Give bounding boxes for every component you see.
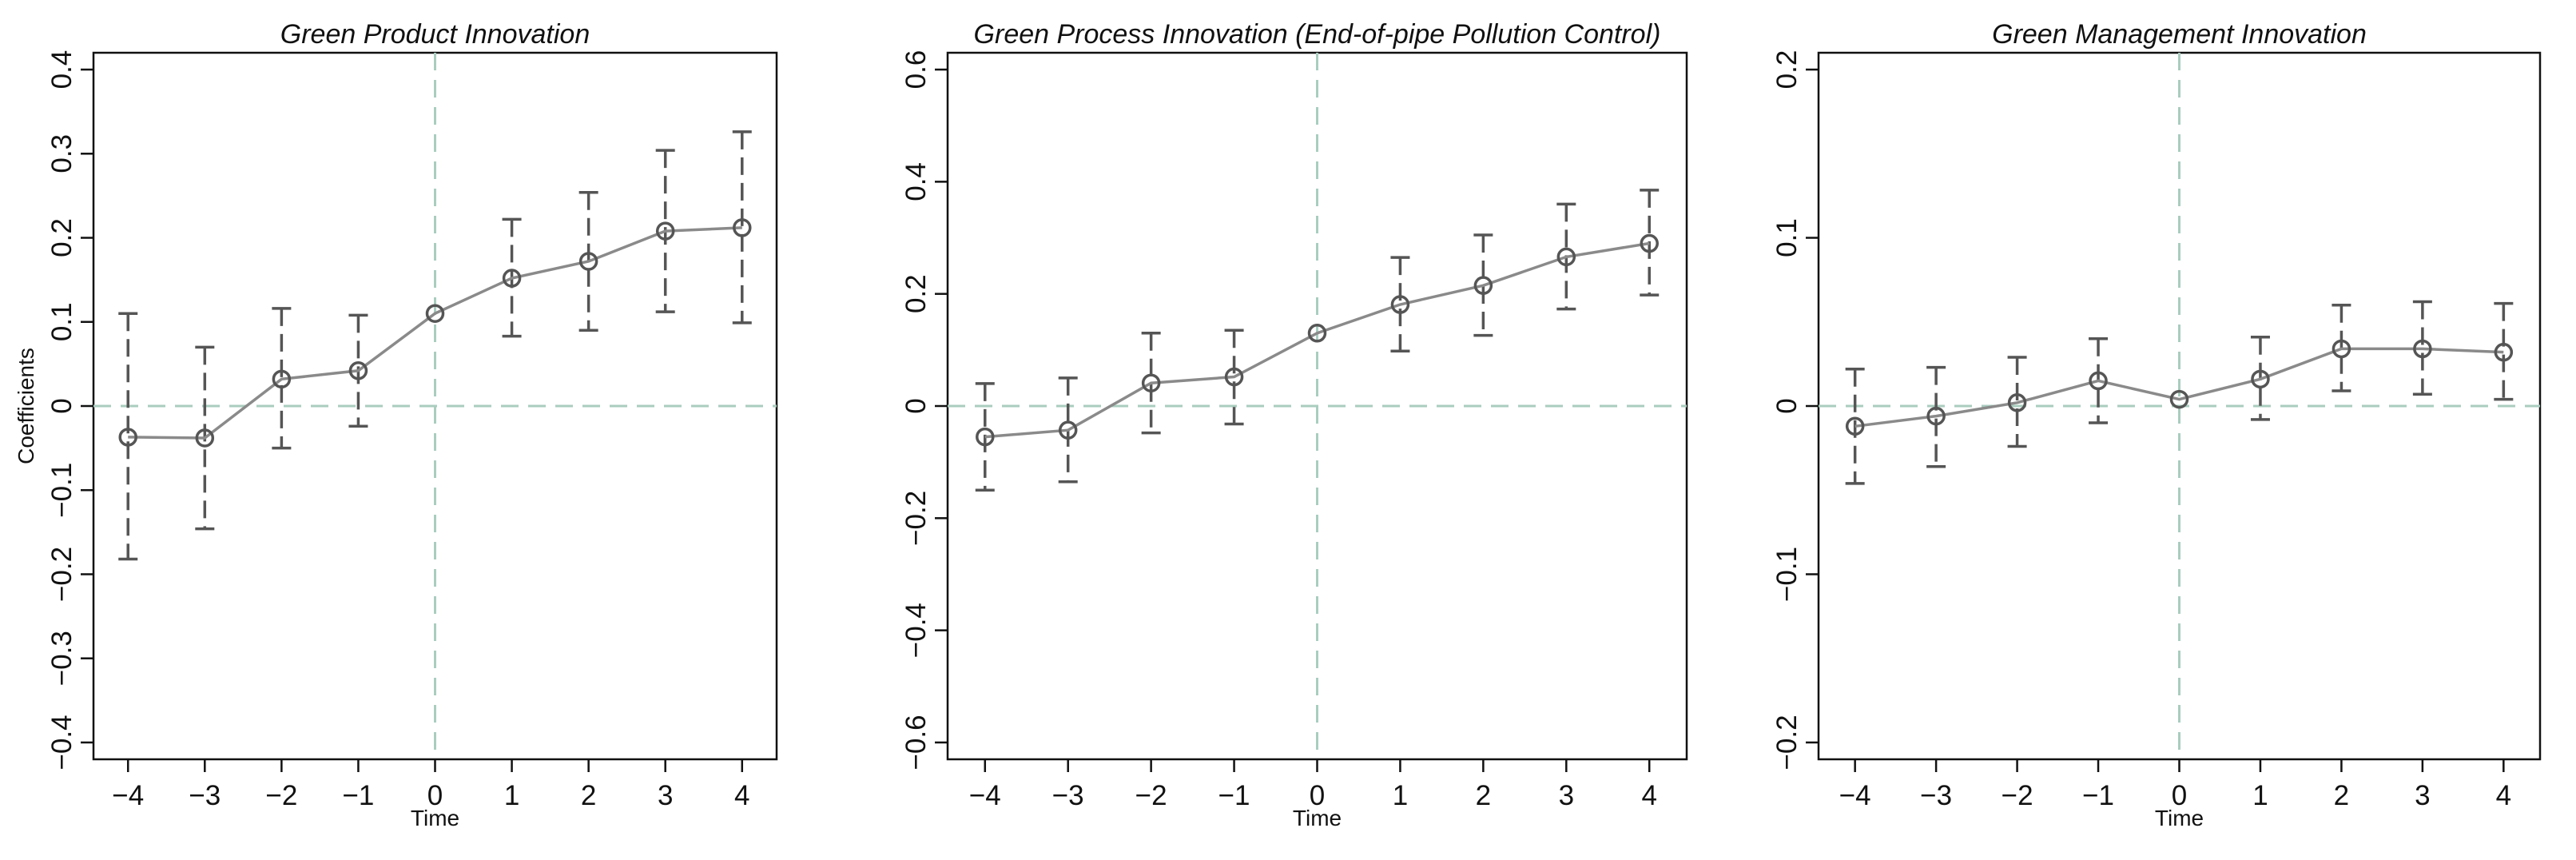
y-tick-label: 0.3 <box>46 134 78 173</box>
x-tick-label: 0 <box>427 780 443 811</box>
x-tick-label: −1 <box>1218 780 1250 811</box>
x-tick-label: −4 <box>112 780 144 811</box>
x-tick-label: −2 <box>1135 780 1167 811</box>
y-tick-label: 0.4 <box>46 50 78 90</box>
coefficient-line <box>128 226 742 440</box>
coefficient-point <box>733 218 752 237</box>
y-tick-label: 0.2 <box>1771 50 1803 90</box>
coefficient-point <box>1141 373 1161 392</box>
x-tick-label: 2 <box>581 780 596 811</box>
y-tick-label: −0.1 <box>46 463 78 518</box>
coefficient-point <box>578 252 598 271</box>
x-tick-label: 3 <box>1559 780 1574 811</box>
y-tick-label: 0.1 <box>46 302 78 341</box>
x-tick-label: 4 <box>734 780 749 811</box>
coefficient-point <box>2169 389 2189 409</box>
y-tick-label: −0.2 <box>1771 715 1803 770</box>
coefficient-point <box>348 361 368 380</box>
coefficient-point <box>1058 420 1078 440</box>
coefficient-point <box>2007 393 2027 412</box>
y-tick-label: 0.1 <box>1771 218 1803 257</box>
x-axis-label: Time <box>1293 806 1342 830</box>
coefficient-point <box>1224 367 1244 387</box>
y-tick-label: −0.2 <box>46 547 78 602</box>
x-tick-label: 0 <box>1310 780 1325 811</box>
y-tick-label: 0.2 <box>46 218 78 257</box>
chart-title: Green Product Innovation <box>280 19 590 50</box>
y-tick-label: 0 <box>46 398 78 413</box>
x-tick-label: 3 <box>2415 780 2430 811</box>
y-tick-label: −0.4 <box>46 715 78 770</box>
chart-title: Green Process Innovation (End-of-pipe Po… <box>974 19 1661 50</box>
coefficient-point <box>1926 406 1946 426</box>
panel-green-product-innovation: Green Product Innovation −4 −3 −2 −1 0 1 2 3 4 Tim… <box>14 19 778 830</box>
y-tick-label: −0.3 <box>46 631 78 686</box>
x-tick-label: −4 <box>1839 780 1871 811</box>
x-tick-label: −1 <box>342 780 374 811</box>
x-tick-label: 4 <box>2496 780 2511 811</box>
coefficient-point <box>2494 342 2514 362</box>
coefficient-point <box>1473 276 1493 295</box>
coefficient-point <box>425 304 445 323</box>
x-axis-label: Time <box>411 806 459 830</box>
x-tick-label: −3 <box>1052 780 1084 811</box>
coefficient-point <box>1640 233 1659 253</box>
x-tick-label: 3 <box>658 780 673 811</box>
coefficient-point <box>1307 324 1327 343</box>
coefficient-point <box>2251 369 2270 389</box>
coefficient-line <box>1854 347 2504 428</box>
x-tick-label: −3 <box>189 780 221 811</box>
x-tick-label: 1 <box>504 780 519 811</box>
chart-title: Green Management Innovation <box>1992 19 2367 50</box>
coefficient-point <box>118 428 137 447</box>
coefficient-point <box>2089 371 2108 391</box>
coefficient-point <box>1845 416 1865 436</box>
x-axis-label: Time <box>2155 806 2204 830</box>
y-tick-label: −0.1 <box>1771 547 1803 602</box>
coefficient-point <box>1556 247 1576 267</box>
x-tick-label: −4 <box>969 780 1001 811</box>
y-tick-label: −0.4 <box>900 603 932 658</box>
y-tick-label: −0.6 <box>900 715 932 770</box>
x-tick-label: 1 <box>2252 780 2268 811</box>
coefficient-point <box>1390 295 1410 314</box>
y-tick-label: 0 <box>1771 398 1803 413</box>
y-axis-label: Coefficients <box>14 348 38 464</box>
coefficient-point <box>976 427 995 447</box>
y-tick-label: 0.6 <box>900 50 932 90</box>
coefficient-point <box>195 428 215 448</box>
coefficient-point <box>502 269 522 288</box>
coefficient-line <box>984 241 1650 439</box>
coefficient-point <box>655 221 675 241</box>
x-tick-label: 4 <box>1641 780 1656 811</box>
x-tick-label: −2 <box>2002 780 2033 811</box>
y-tick-label: 0.2 <box>900 274 932 313</box>
coefficient-point <box>272 369 292 389</box>
x-tick-label: −3 <box>1920 780 1952 811</box>
panel-green-process-innovation: Green Process Innovation (End-of-pipe Po… <box>900 19 1688 830</box>
x-tick-label: −2 <box>265 780 297 811</box>
x-tick-label: 2 <box>1476 780 1491 811</box>
y-tick-label: 0 <box>900 398 932 413</box>
x-tick-label: −1 <box>2082 780 2114 811</box>
x-tick-label: 0 <box>2172 780 2187 811</box>
y-tick-label: −0.2 <box>900 491 932 546</box>
coefficient-point <box>2413 339 2432 359</box>
y-tick-label: 0.4 <box>900 162 932 201</box>
coefficient-point <box>2332 339 2351 359</box>
panel-green-management-innovation: Green Management Innovation −4 −3 −2 −1 0 1 2 3 4… <box>1771 19 2542 830</box>
x-tick-label: 2 <box>2334 780 2349 811</box>
x-tick-label: 1 <box>1393 780 1408 811</box>
